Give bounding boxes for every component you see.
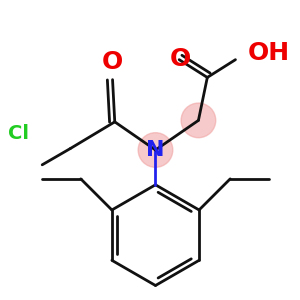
Circle shape bbox=[138, 133, 173, 167]
Text: O: O bbox=[170, 47, 191, 71]
Circle shape bbox=[181, 103, 216, 138]
Text: OH: OH bbox=[248, 41, 290, 65]
Text: N: N bbox=[146, 140, 165, 160]
Text: Cl: Cl bbox=[8, 124, 29, 143]
Text: O: O bbox=[102, 50, 123, 74]
